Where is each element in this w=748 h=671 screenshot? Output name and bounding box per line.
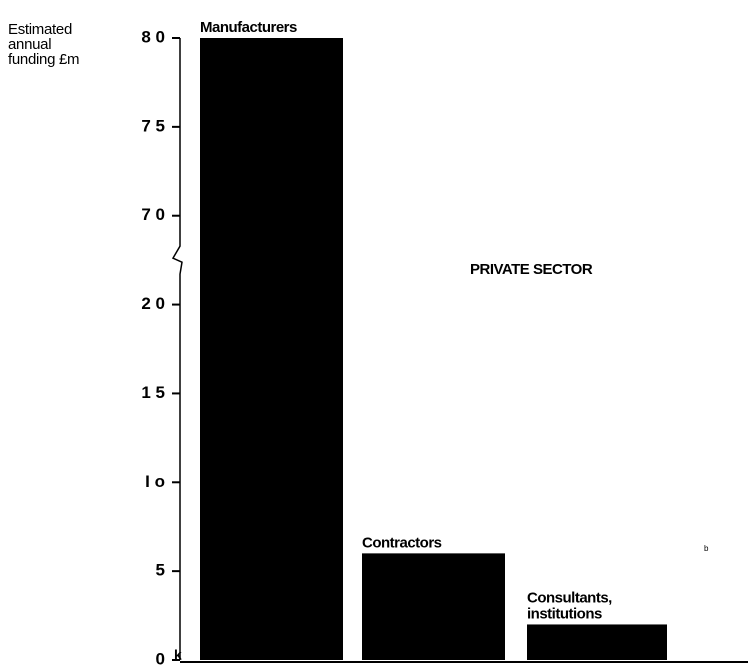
bar	[200, 38, 343, 660]
stray-mark: b	[704, 544, 709, 553]
y-axis-label: Estimated annual funding £m	[8, 21, 80, 68]
label-line: institutions	[527, 605, 602, 622]
label-line: Manufacturers	[200, 19, 297, 36]
y-tick-label: 8 0	[141, 27, 165, 46]
category-label: Contractors	[362, 534, 442, 551]
bar	[362, 553, 505, 660]
y-axis	[171, 38, 183, 660]
y-tick-label: 7 5	[141, 116, 165, 135]
y-tick-label: 5	[156, 561, 165, 580]
bar	[527, 624, 667, 660]
y-tick-label: 2 0	[141, 294, 165, 313]
y-tick-label: 0	[156, 649, 165, 668]
annotation: PRIVATE SECTOR	[470, 261, 593, 278]
category-label: Consultants, institutions	[527, 589, 616, 622]
category-label: Manufacturers	[200, 19, 297, 36]
y-tick-label: 7 0	[141, 205, 165, 224]
label-line: Consultants,	[527, 589, 616, 606]
stray-mark: k	[174, 647, 182, 663]
label-line: Contractors	[362, 534, 442, 551]
y-tick-label: 1 5	[141, 383, 165, 402]
y-tick-label: I o	[145, 472, 165, 491]
